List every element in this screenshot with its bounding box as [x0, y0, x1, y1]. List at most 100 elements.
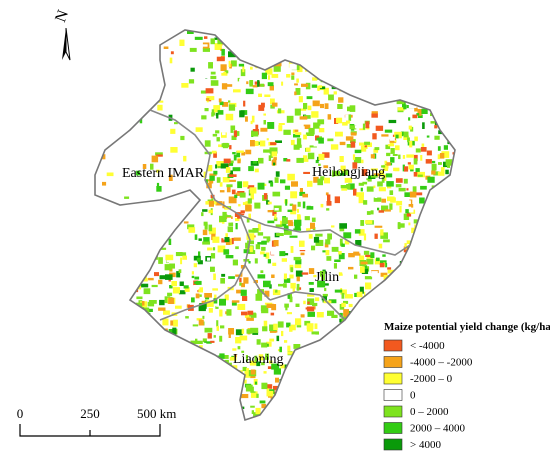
- yield-patch: [273, 323, 278, 330]
- yield-patch: [459, 243, 463, 249]
- yield-patch: [199, 303, 207, 309]
- yield-patch: [214, 375, 218, 380]
- yield-patch: [335, 390, 338, 395]
- yield-patch: [322, 152, 330, 158]
- yield-patch: [257, 182, 265, 190]
- yield-patch: [267, 220, 275, 224]
- yield-patch: [297, 201, 301, 207]
- yield-patch: [168, 329, 174, 335]
- yield-patch: [129, 302, 133, 306]
- yield-patch: [106, 84, 111, 87]
- yield-patch: [359, 255, 365, 261]
- yield-patch: [319, 421, 326, 426]
- yield-patch: [384, 400, 392, 404]
- yield-patch: [213, 335, 216, 338]
- yield-patch: [276, 334, 280, 342]
- yield-patch: [149, 221, 155, 225]
- yield-patch: [95, 263, 100, 268]
- yield-patch: [201, 399, 205, 402]
- yield-patch: [225, 216, 233, 219]
- yield-patch: [358, 402, 362, 407]
- yield-patch: [307, 105, 312, 111]
- yield-patch: [343, 331, 348, 339]
- yield-patch: [381, 70, 385, 77]
- yield-patch: [444, 205, 451, 209]
- yield-patch: [235, 223, 238, 230]
- yield-patch: [202, 229, 208, 236]
- yield-patch: [326, 208, 330, 211]
- yield-patch: [417, 34, 422, 41]
- yield-patch: [276, 166, 279, 171]
- yield-patch: [321, 413, 329, 418]
- yield-patch: [224, 70, 229, 74]
- yield-patch: [433, 260, 439, 266]
- yield-patch: [442, 258, 449, 262]
- yield-patch: [359, 412, 365, 417]
- yield-patch: [286, 312, 292, 315]
- yield-patch: [190, 67, 195, 72]
- yield-patch: [283, 225, 289, 232]
- yield-patch: [202, 209, 208, 212]
- yield-patch: [219, 367, 226, 371]
- yield-patch: [226, 187, 231, 193]
- yield-patch: [443, 238, 451, 244]
- yield-patch: [384, 129, 393, 133]
- yield-patch: [98, 267, 101, 270]
- yield-patch: [217, 400, 222, 406]
- yield-patch: [292, 405, 297, 410]
- yield-patch: [225, 167, 231, 173]
- yield-patch: [362, 400, 366, 406]
- yield-patch: [228, 100, 231, 103]
- scale-line: [19, 424, 161, 437]
- yield-patch: [245, 246, 253, 253]
- yield-patch: [111, 365, 115, 371]
- yield-patch: [235, 337, 242, 344]
- yield-patch: [171, 134, 179, 138]
- yield-patch: [225, 84, 233, 87]
- yield-patch: [107, 259, 111, 265]
- yield-patch: [364, 304, 369, 310]
- yield-patch: [282, 392, 289, 396]
- yield-patch: [407, 278, 412, 282]
- yield-patch: [247, 310, 254, 315]
- yield-patch: [207, 257, 211, 261]
- yield-patch: [133, 225, 137, 229]
- yield-patch: [292, 288, 295, 292]
- yield-patch: [326, 256, 332, 261]
- yield-patch: [289, 63, 297, 70]
- yield-patch: [120, 289, 123, 296]
- yield-patch: [318, 363, 322, 370]
- yield-patch: [283, 158, 288, 162]
- yield-patch: [366, 258, 374, 265]
- yield-patch: [340, 185, 349, 189]
- yield-patch: [446, 213, 451, 218]
- yield-patch: [182, 410, 187, 413]
- yield-patch: [303, 134, 307, 140]
- yield-patch: [354, 125, 363, 129]
- yield-patch: [371, 111, 378, 114]
- yield-patch: [403, 213, 410, 220]
- yield-patch: [301, 308, 309, 316]
- yield-patch: [182, 367, 189, 373]
- yield-patch: [300, 129, 307, 134]
- yield-patch: [408, 117, 411, 121]
- yield-patch: [114, 117, 121, 122]
- yield-patch: [103, 321, 109, 325]
- yield-patch: [213, 298, 218, 304]
- yield-patch: [303, 124, 311, 129]
- yield-patch: [269, 360, 273, 364]
- yield-patch: [361, 138, 368, 144]
- yield-patch: [439, 259, 444, 266]
- yield-patch: [301, 126, 305, 130]
- yield-patch: [417, 229, 421, 236]
- yield-patch: [238, 63, 245, 67]
- yield-patch: [302, 201, 306, 209]
- yield-patch: [240, 69, 246, 77]
- yield-patch: [95, 391, 101, 394]
- yield-patch: [266, 200, 270, 205]
- yield-patch: [177, 356, 184, 363]
- yield-patch: [366, 186, 374, 192]
- yield-patch: [411, 291, 420, 298]
- yield-patch: [259, 30, 266, 35]
- yield-patch: [132, 257, 135, 263]
